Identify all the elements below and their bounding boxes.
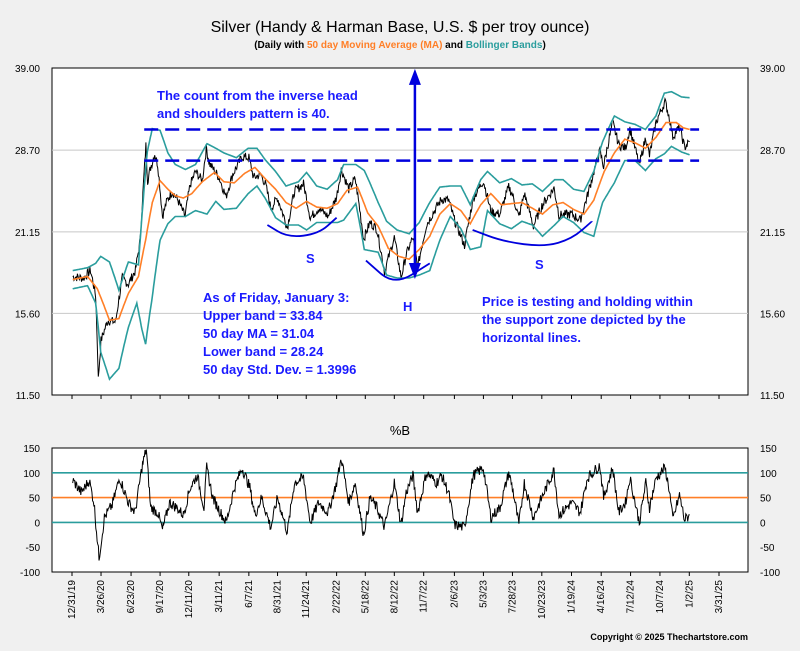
percent-b-y-tick-right: 100 (760, 469, 777, 480)
price-y-axis: 39.00 39.00 28.70 28.70 21.15 21.15 15.60 15.60… (15, 64, 785, 402)
x-tick-label: 9/17/20 (155, 580, 166, 614)
pattern-arc (266, 216, 338, 238)
percent-b-plot-area (51, 447, 749, 573)
x-tick-label: 10/7/24 (655, 580, 666, 614)
percent-b-y-tick-right: -50 (760, 543, 775, 554)
support-annotation-line3: horizontal lines. (482, 330, 581, 345)
price-y-tick-left: 39.00 (15, 64, 40, 75)
left-shoulder-label: S (306, 251, 315, 266)
stats-upper-band: Upper band = 33.84 (203, 308, 323, 323)
support-annotation-line1: Price is testing and holding within (482, 294, 693, 309)
price-y-tick-right: 15.60 (760, 309, 785, 320)
stats-ma: 50 day MA = 31.04 (203, 326, 315, 341)
percent-b-y-tick-left: 100 (23, 469, 40, 480)
x-tick-label: 12/31/19 (67, 580, 78, 619)
x-tick-label: 8/12/22 (389, 580, 400, 614)
x-tick-label: 11/24/21 (301, 580, 312, 619)
support-annotation-line2: the support zone depicted by the (482, 312, 686, 327)
stats-std-dev: 50 day Std. Dev. = 1.3996 (203, 362, 356, 377)
x-tick-label: 5/3/23 (478, 580, 489, 608)
annotations: The count from the inverse head and shou… (157, 88, 693, 377)
x-axis: 12/31/19 3/26/20 6/23/20 9/17/20 12/11/20 3/1… (67, 395, 725, 619)
price-y-tick-right: 39.00 (760, 64, 785, 75)
50-day-moving-average-ma-line (72, 121, 690, 322)
price-y-tick-left: 15.60 (15, 309, 40, 320)
percent-b-y-axis: 150 150 100 100 50 50 0 0 -50 -50 -100 -100 (20, 444, 780, 579)
percent-b-line (72, 449, 690, 561)
price-y-tick-right: 21.15 (760, 228, 785, 239)
chart-title: Silver (Handy & Harman Base, U.S. $ per … (211, 19, 590, 36)
stats-lower-band: Lower band = 28.24 (203, 344, 324, 359)
right-shoulder-label: S (535, 257, 544, 272)
x-tick-label: 3/31/25 (714, 580, 725, 614)
x-tick-label: 1/19/24 (567, 580, 578, 614)
subtitle-part: (Daily with (254, 40, 307, 51)
x-tick-label: 5/18/22 (360, 580, 371, 614)
subtitle-part: 50 day Moving Average (MA) (307, 40, 442, 51)
x-tick-label: 3/11/21 (214, 580, 225, 613)
stats-heading: As of Friday, January 3: (203, 290, 349, 305)
percent-b-y-tick-left: 50 (29, 494, 41, 505)
x-tick-label: 6/7/21 (244, 580, 255, 608)
price-y-tick-right: 11.50 (760, 391, 785, 402)
percent-b-y-tick-left: -50 (26, 543, 41, 554)
lower-bollinger-band-line (72, 145, 690, 381)
upper-bollinger-band-line (72, 90, 690, 293)
percent-b-y-tick-left: 150 (23, 444, 40, 455)
price-gridlines (52, 149, 748, 314)
x-tick-label: 6/23/20 (126, 580, 137, 614)
subtitle-part: and (442, 40, 465, 51)
x-tick-label: 4/16/24 (596, 580, 607, 614)
percent-b-gridlines (52, 471, 748, 524)
percent-b-y-tick-right: 150 (760, 444, 777, 455)
count-annotation-line1: The count from the inverse head (157, 88, 358, 103)
x-tick-label: 10/23/23 (537, 580, 548, 619)
percent-b-title: %B (390, 423, 410, 438)
subtitle-part: ) (542, 40, 545, 51)
arrow-up-icon (408, 68, 421, 85)
pattern-arc (472, 220, 593, 247)
x-tick-label: 7/28/23 (507, 580, 518, 614)
copyright: Copyright © 2025 Thechartstore.com (590, 632, 748, 642)
pattern-arc (365, 259, 431, 281)
x-tick-label: 1/2/25 (684, 580, 695, 608)
arrow-down-icon (408, 263, 421, 280)
subtitle-part: Bollinger Bands (466, 40, 543, 51)
percent-b-y-tick-left: -100 (20, 568, 40, 579)
percent-b-y-tick-right: 0 (760, 518, 766, 529)
price-overlays (144, 68, 700, 281)
x-tick-label: 7/12/24 (626, 580, 637, 614)
x-tick-label: 11/7/22 (419, 580, 430, 613)
x-tick-label: 2/6/23 (449, 580, 460, 608)
x-tick-label: 2/22/22 (332, 580, 343, 614)
price-y-tick-right: 28.70 (760, 146, 785, 157)
x-tick-label: 12/11/20 (184, 580, 195, 619)
percent-b-y-tick-right: 50 (760, 494, 772, 505)
price-series (72, 90, 690, 381)
x-tick-label: 3/26/20 (96, 580, 107, 614)
chart-subtitle: (Daily with 50 day Moving Average (MA) a… (254, 40, 546, 51)
percent-b-y-tick-left: 0 (34, 518, 40, 529)
percent-b-y-tick-right: -100 (760, 568, 780, 579)
x-tick-label: 8/31/21 (273, 580, 284, 614)
price-y-tick-left: 28.70 (15, 146, 40, 157)
percent-b-series (72, 449, 690, 561)
price-y-tick-left: 21.15 (15, 228, 40, 239)
price-y-tick-left: 11.50 (16, 391, 41, 402)
head-label: H (403, 299, 412, 314)
count-annotation-line2: and shoulders pattern is 40. (157, 106, 330, 121)
